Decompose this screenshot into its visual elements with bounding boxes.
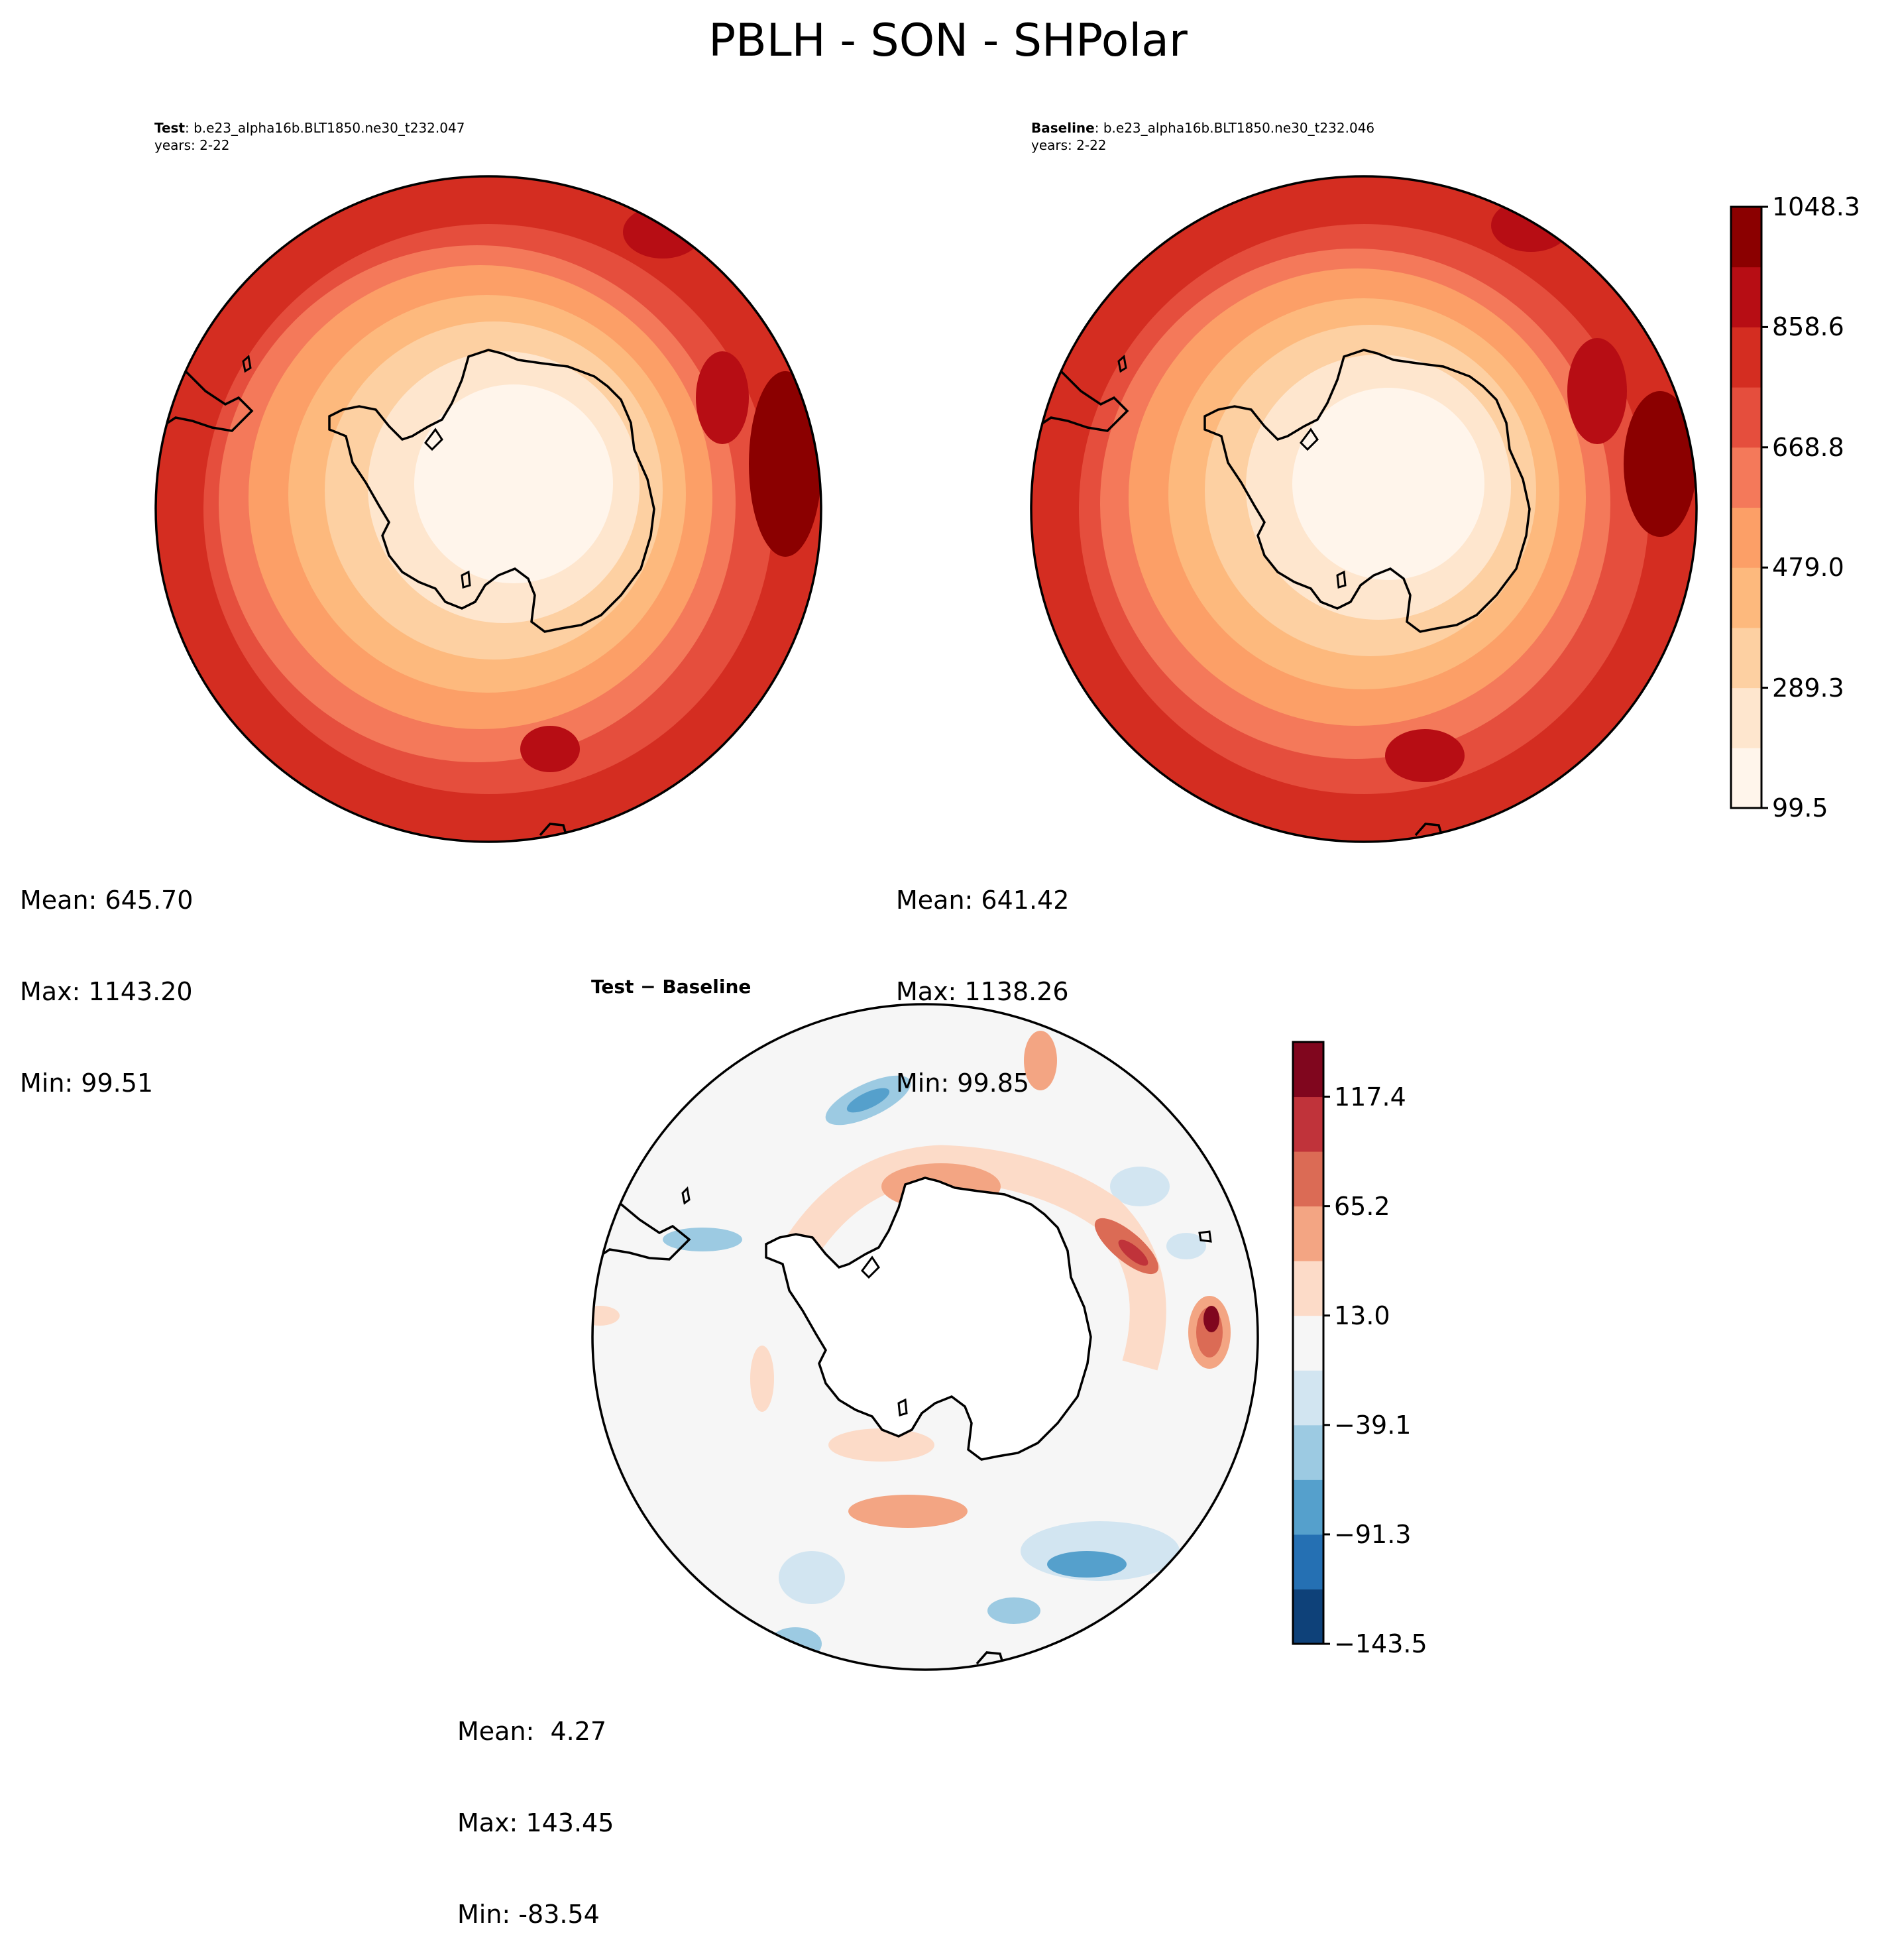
main-colorbar-tick-label: 479.0: [1772, 553, 1844, 583]
baseline-stats: Mean: 641.42 Max: 1138.26 Min: 99.85: [896, 824, 1069, 1129]
diff-colorbar-swatch: [1293, 1479, 1323, 1535]
diff-colorbar-swatch: [1293, 1151, 1323, 1207]
test-field-patch-1: [696, 351, 749, 444]
diff-mean: Mean: 4.27: [457, 1717, 607, 1746]
diff-colorbar-swatch: [1293, 1370, 1323, 1426]
main-colorbar-swatch: [1731, 387, 1761, 448]
main-colorbar-tick-label: 99.5: [1772, 793, 1828, 823]
diff-colorbar-frame: [1292, 1041, 1325, 1645]
baseline-years: years: 2-22: [1031, 137, 1107, 153]
test-max: Max: 1143.20: [20, 977, 193, 1006]
test-years: years: 2-22: [154, 137, 230, 153]
diff-field-patch-8: [1047, 1551, 1127, 1578]
baseline-min: Min: 99.85: [896, 1068, 1030, 1098]
baseline-panel-subtitle: Baseline: b.e23_alpha16b.BLT1850.ne30_t2…: [1031, 119, 1374, 154]
figure-title: PBLH - SON - SHPolar: [708, 15, 1188, 67]
diff-field-patch-19: [828, 1428, 934, 1462]
diff-field-patch-21: [592, 1306, 620, 1326]
diff-colorbar-swatch: [1293, 1315, 1323, 1371]
main-colorbar-swatch: [1731, 567, 1761, 628]
diff-field-patch-3: [1110, 1167, 1170, 1206]
diff-field-patch-20: [750, 1346, 774, 1412]
diff-colorbar: [1292, 1041, 1330, 1645]
baseline-mean: Mean: 641.42: [896, 886, 1070, 915]
diff-field-patch-4: [1166, 1233, 1206, 1259]
test-field-band-8: [464, 418, 583, 537]
diff-field-ring: [787, 1145, 1166, 1371]
test-field-patch-2: [520, 726, 580, 772]
diff-colorbar-tick-label: −39.1: [1334, 1410, 1412, 1440]
test-field-patch-3: [623, 205, 702, 259]
test-map: [154, 175, 822, 843]
baseline-field-band-8: [1342, 421, 1455, 534]
test-field-patch-0: [749, 371, 821, 557]
baseline-case-name: : b.e23_alpha16b.BLT1850.ne30_t232.046: [1094, 120, 1375, 136]
diff-panel-title: Test − Baseline: [591, 976, 752, 998]
diff-field-patch-17: [1024, 1031, 1057, 1090]
main-colorbar-tick-label: 858.6: [1772, 312, 1844, 342]
diff-stats: Mean: 4.27 Max: 143.45 Min: -83.54: [457, 1655, 614, 1960]
baseline-map: [1030, 175, 1698, 843]
main-colorbar-swatch: [1731, 627, 1761, 689]
diff-colorbar-swatch: [1293, 1206, 1323, 1261]
diff-max: Max: 143.45: [457, 1808, 614, 1837]
diff-field-patch-13: [1118, 1239, 1148, 1266]
test-min: Min: 99.51: [20, 1068, 154, 1098]
main-colorbar-swatch: [1731, 687, 1761, 748]
diff-colorbar-tick-label: −91.3: [1334, 1519, 1412, 1549]
diff-peninsula-coast: [592, 1186, 1212, 1666]
test-case-name: : b.e23_alpha16b.BLT1850.ne30_t232.047: [185, 120, 465, 136]
diff-field-patch-9: [987, 1597, 1040, 1624]
diff-colorbar-tick-label: −143.5: [1334, 1629, 1427, 1658]
diff-min: Min: -83.54: [457, 1900, 600, 1929]
diff-map: [591, 1003, 1259, 1671]
test-peninsula-coast: [156, 355, 568, 837]
diff-field-patch-1: [846, 1088, 890, 1113]
main-colorbar-tick-label: 668.8: [1772, 432, 1844, 462]
diff-map-boundary: [591, 1003, 1259, 1671]
main-colorbar: [1730, 205, 1768, 809]
diff-colorbar-swatch: [1293, 1042, 1323, 1098]
diff-antarctica-mask: [766, 1178, 1091, 1460]
main-colorbar-frame: [1730, 205, 1763, 809]
diff-colorbar-tick-label: 13.0: [1334, 1300, 1390, 1330]
main-colorbar-swatch: [1731, 447, 1761, 508]
main-colorbar-swatch: [1731, 748, 1761, 809]
baseline-max: Max: 1138.26: [896, 977, 1069, 1006]
baseline-field-patch-2: [1385, 729, 1465, 782]
baseline-peninsula-coast: [1031, 355, 1443, 837]
baseline-field-patch-0: [1624, 391, 1697, 537]
diff-colorbar-swatch: [1293, 1534, 1323, 1589]
diff-colorbar-swatch: [1293, 1589, 1323, 1644]
diff-field-patch-16: [1203, 1306, 1219, 1332]
test-label: Test: [154, 120, 186, 136]
diff-colorbar-tick-label: 117.4: [1334, 1082, 1406, 1112]
diff-colorbar-swatch: [1293, 1424, 1323, 1480]
test-map-boundary: [154, 175, 822, 843]
main-colorbar-swatch: [1731, 266, 1761, 327]
main-colorbar-tick-label: 1048.3: [1772, 192, 1860, 221]
figure-canvas: [154, 175, 1768, 1671]
main-colorbar-swatch: [1731, 327, 1761, 388]
main-colorbar-swatch: [1731, 507, 1761, 568]
test-mean: Mean: 645.70: [20, 886, 194, 915]
main-colorbar-swatch: [1731, 207, 1761, 268]
diff-colorbar-swatch: [1293, 1096, 1323, 1152]
diff-colorbar-swatch: [1293, 1261, 1323, 1316]
diff-field-patch-2: [663, 1228, 742, 1251]
baseline-label: Baseline: [1031, 120, 1095, 136]
main-colorbar-tick-label: 289.3: [1772, 673, 1844, 703]
diff-colorbar-tick-label: 65.2: [1334, 1191, 1390, 1221]
diff-field-patch-18: [848, 1495, 968, 1528]
test-panel-subtitle: Test: b.e23_alpha16b.BLT1850.ne30_t232.0…: [154, 119, 465, 154]
diff-field-patch-6: [779, 1551, 845, 1604]
baseline-map-boundary: [1030, 175, 1698, 843]
baseline-field-patch-1: [1567, 338, 1627, 444]
test-stats: Mean: 645.70 Max: 1143.20 Min: 99.51: [20, 824, 193, 1129]
